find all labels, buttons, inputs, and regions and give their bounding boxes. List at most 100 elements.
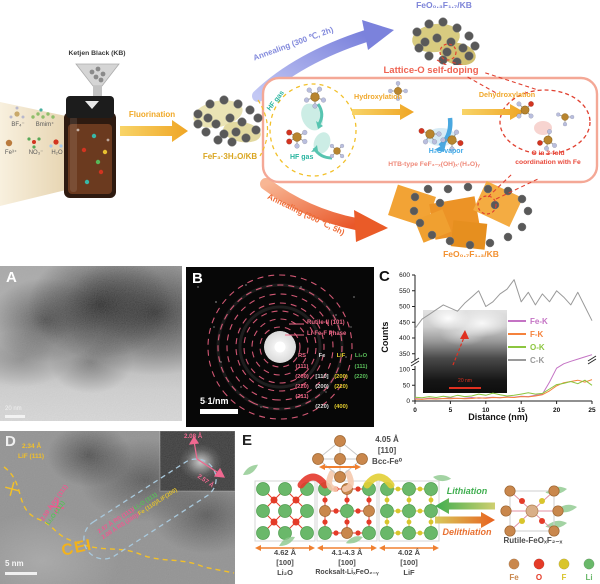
lif-direction: [100] [400,558,418,567]
legend-dot-Fe [508,558,520,570]
htb-phase-label: HTB-type FeF₃₋ₓ(OH)ₓ·(H₂O)ᵧ [388,161,480,168]
kb-particle [203,113,213,123]
tem-noise [0,266,182,421]
hf-region-circle [269,83,357,177]
speckle [345,356,347,358]
kb-particle [443,184,453,194]
eds-ylabel: Counts [379,321,390,353]
o-atom [292,496,300,504]
inset-scan-arrowhead [460,330,469,339]
cei-boundary [3,466,235,574]
panel-c-eds-chart: 20 nm 0 50 100 350 400 450 500 550 600 0 5 10 15 20 25… [375,267,600,425]
scheme-graphics [0,17,599,250]
li2o-name: Li₂O [277,568,293,577]
fe-center-atom [310,92,320,102]
ligand-atom [528,101,534,107]
panel-a-label: A [6,269,17,286]
x-tick-label: 15 [518,407,526,414]
o-atom [344,519,350,525]
o-atom [366,519,372,525]
f-atom [395,486,401,492]
kb-particle [193,119,203,129]
precursor-h2o-label: H₂O [51,150,63,156]
structure-graphics: Fe O F Li [243,435,595,582]
f-atom [417,486,423,492]
arrowhead [379,545,385,551]
kb-particle [237,117,247,127]
arrowhead [319,464,325,470]
kb-particle [219,95,229,105]
ligand-atom [388,88,393,94]
molecule-layer [286,81,575,159]
legend-label-F: F [562,573,567,582]
lif-d-spacing-e: 4.02 Å [397,548,421,557]
li-atom [380,526,394,540]
f-atom [519,518,525,524]
self-doping-spot-top [439,43,457,61]
ring-label-lifef: Li-Fe-F Phase [307,331,347,337]
arrowhead [371,545,377,551]
series-C-K [414,279,593,329]
ligand-atom [552,143,558,148]
series-O-K [414,379,593,399]
saed-graphics [197,274,355,420]
fe-atom [548,485,560,497]
kb-particle [231,127,241,137]
feof-crystal [414,209,452,243]
precursor-no3-label: NO₃⁻ [28,150,44,156]
ketjen-black-label: Ketjen Black (KB) [68,50,126,57]
f-atom [417,530,423,536]
ligand-atom [302,129,308,136]
kb-particle [458,43,468,53]
inset-scan-line [452,334,466,366]
x-tick-label: 5 [449,407,453,414]
arrowhead [317,545,323,551]
ligand-atom [418,127,425,134]
saed-ring [217,284,343,410]
kb-particle [253,113,263,123]
speckle [205,401,207,403]
panel-d-scalebar [5,572,37,575]
index-cell: (200) [295,374,309,380]
kb-particle [438,17,448,27]
panel-c-label: C [379,268,390,285]
index-cell: (220) [354,374,368,380]
legend-label: F-K [530,330,544,339]
index-cell: (200) [334,374,348,380]
saed-ring [207,274,353,420]
o-atom [366,497,372,503]
panel-a-scalebar-label: 20 nm [5,406,22,412]
saed-ring [235,302,325,392]
li-atom [402,482,416,496]
kb-particle [442,47,452,57]
speckle [353,296,355,298]
fe-center-atom [333,147,341,155]
li-ion-flow [433,475,452,482]
bcc-d-spacing: 4.05 Å [375,435,399,444]
ligand-atom [431,139,438,145]
kb-particle [201,127,211,137]
li-atom [424,526,438,540]
o-atom [539,518,545,524]
li-atom [278,504,292,518]
li-atom [300,526,314,540]
ligand-atom [395,81,401,86]
ligand-atom [316,86,323,92]
hrtem-overlay [0,431,235,584]
dehydroxylation-arrow [462,104,524,120]
kb-particle [423,184,433,194]
ligand-atom [556,112,561,117]
li-atom [402,504,416,518]
ligand-atom [544,145,549,151]
ligand-atom [303,97,310,103]
eds-xlabel: Distance (nm) [468,412,528,422]
o-coordination-label-2: coordination with Fe [515,159,581,166]
kb-particle [193,109,203,119]
o-atom [322,519,328,525]
unit-cell-frame [378,480,440,542]
cluster-layer [193,17,533,250]
legend-dot-Li [583,558,595,570]
ligand-atom [294,143,300,149]
index-col-header: LiF [336,353,346,359]
diffuse-ring [238,305,322,389]
